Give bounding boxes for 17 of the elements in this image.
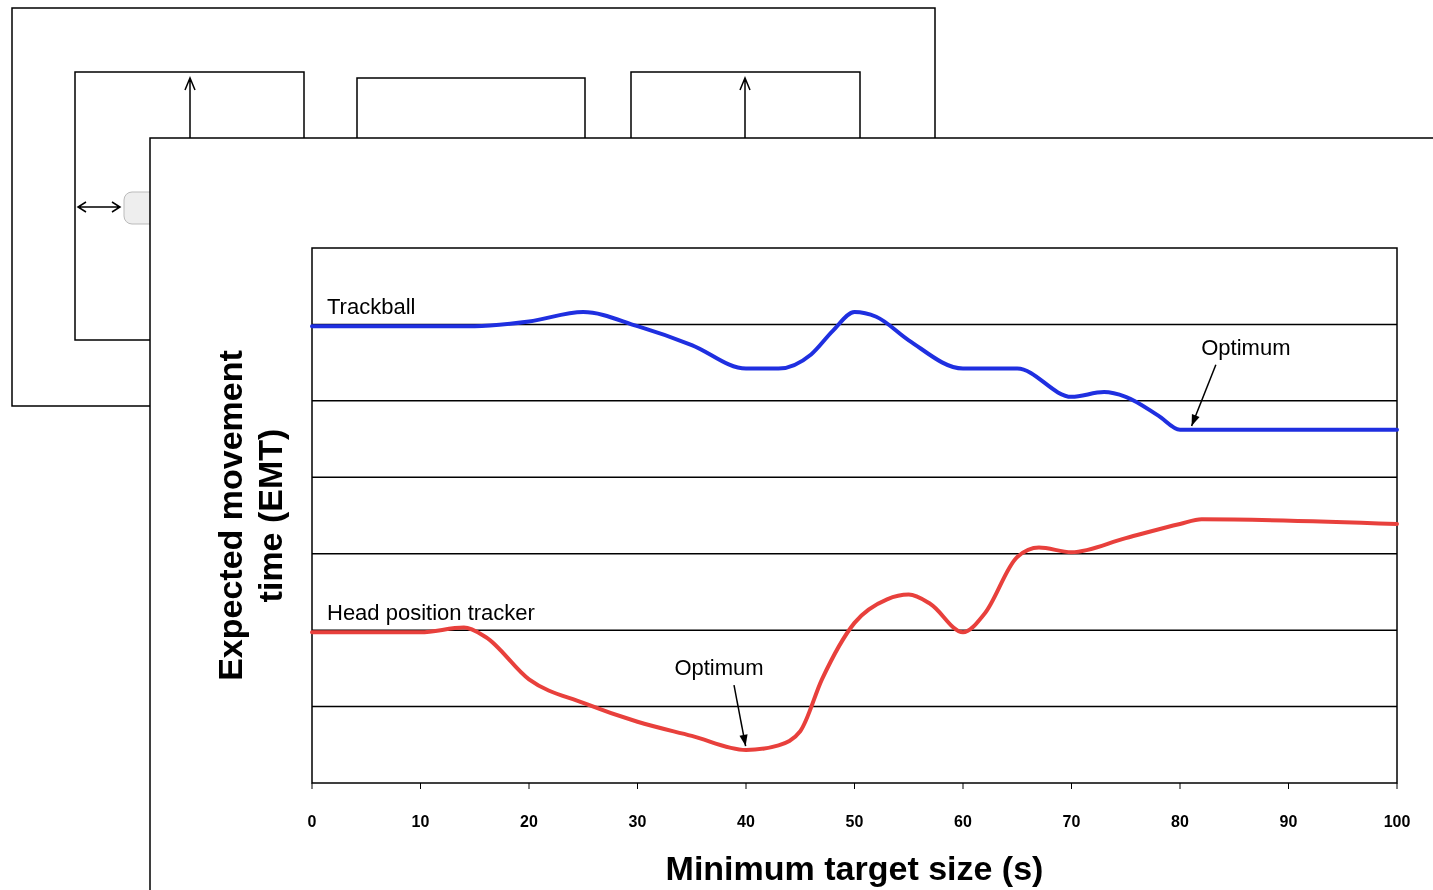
annotation: Optimum xyxy=(674,655,764,681)
x-tick-label: 30 xyxy=(628,813,647,830)
x-tick-label: 70 xyxy=(1062,813,1081,830)
x-tick-label: 20 xyxy=(520,813,538,830)
series-label: Trackball xyxy=(327,294,416,320)
x-tick-label: 100 xyxy=(1383,813,1411,830)
y-axis-title: Expected movement time (EMT) xyxy=(211,350,289,681)
x-tick-label: 80 xyxy=(1171,813,1189,830)
x-tick-label: 10 xyxy=(411,813,430,830)
x-axis-title: Minimum target size (s) xyxy=(665,849,1044,887)
x-tick-label: 60 xyxy=(954,813,972,830)
x-tick-label: 50 xyxy=(845,813,864,830)
annotation: Optimum xyxy=(1201,334,1291,360)
series-label: Head position tracker xyxy=(327,600,535,626)
x-tick-label: 0 xyxy=(307,813,317,830)
x-tick-label: 90 xyxy=(1279,813,1298,830)
x-tick-label: 40 xyxy=(737,813,755,830)
